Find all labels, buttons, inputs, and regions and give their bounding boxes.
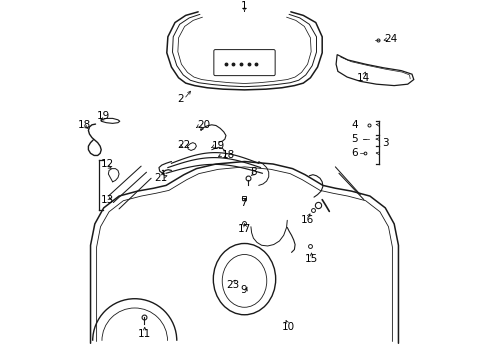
Text: 9: 9 (240, 285, 246, 295)
Text: 11: 11 (138, 329, 151, 339)
Text: 4: 4 (351, 120, 358, 130)
Text: 21: 21 (154, 173, 167, 183)
Text: 18: 18 (222, 150, 235, 161)
Text: 10: 10 (281, 321, 294, 332)
Text: 8: 8 (249, 167, 256, 177)
Text: 18: 18 (78, 120, 91, 130)
Text: 16: 16 (301, 215, 314, 225)
Text: 1: 1 (241, 1, 247, 12)
Text: 3: 3 (381, 138, 388, 148)
Text: 24: 24 (384, 34, 397, 44)
Ellipse shape (222, 255, 266, 307)
Text: 15: 15 (304, 254, 318, 264)
Text: 19: 19 (97, 111, 110, 121)
FancyBboxPatch shape (213, 50, 275, 76)
Text: 17: 17 (237, 224, 251, 234)
Text: 14: 14 (357, 73, 370, 83)
Text: 7: 7 (240, 198, 246, 208)
Text: 19: 19 (212, 141, 225, 151)
Ellipse shape (213, 243, 275, 315)
Text: 12: 12 (101, 159, 114, 169)
Polygon shape (335, 55, 413, 86)
Text: 2: 2 (177, 94, 183, 104)
Text: 23: 23 (226, 280, 239, 290)
Text: 20: 20 (197, 120, 210, 130)
Text: 5: 5 (351, 134, 358, 144)
Text: 6: 6 (351, 148, 358, 158)
Text: 13: 13 (101, 195, 114, 204)
Text: 22: 22 (177, 140, 190, 150)
